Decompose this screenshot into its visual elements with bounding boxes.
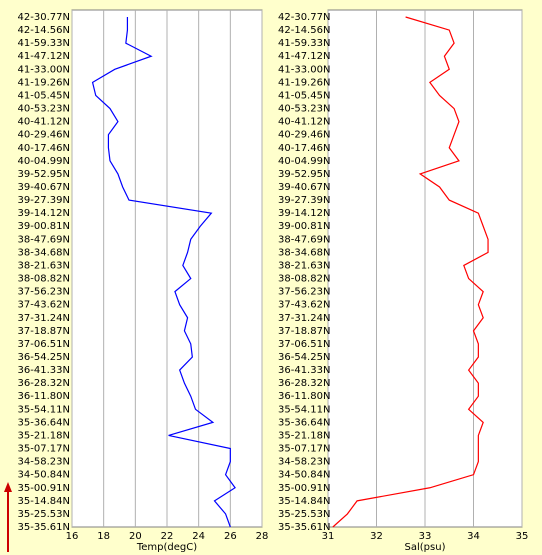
x-tick-label: 28 xyxy=(256,531,269,542)
y-tick-label: 35-54.11N xyxy=(278,404,330,415)
y-tick-label: 35-25.53N xyxy=(18,509,70,520)
y-tick-label: 41-05.45N xyxy=(18,90,70,101)
y-tick-label: 42-14.56N xyxy=(278,25,330,36)
x-tick-label: 31 xyxy=(322,531,335,542)
y-tick-label: 40-53.23N xyxy=(278,104,330,115)
y-tick-label: 37-18.87N xyxy=(18,326,70,337)
x-tick-label: 26 xyxy=(224,531,237,542)
x-axis-title: Temp(degC) xyxy=(136,542,197,553)
data-line xyxy=(91,17,236,528)
y-tick-label: 35-14.84N xyxy=(18,496,70,507)
y-tick-label: 35-00.91N xyxy=(18,483,70,494)
y-tick-label: 35-36.64N xyxy=(278,417,330,428)
y-tick-label: 36-41.33N xyxy=(278,365,330,376)
y-tick-label: 37-56.23N xyxy=(278,287,330,298)
y-tick-label: 36-28.32N xyxy=(278,378,330,389)
y-tick-label: 35-07.17N xyxy=(278,444,330,455)
y-tick-label: 40-04.99N xyxy=(18,156,70,167)
y-tick-label: 35-21.18N xyxy=(278,430,330,441)
x-tick-label: 35 xyxy=(516,531,529,542)
y-tick-label: 40-04.99N xyxy=(278,156,330,167)
y-tick-label: 41-59.33N xyxy=(18,38,70,49)
y-tick-label: 41-19.26N xyxy=(18,77,70,88)
data-line xyxy=(332,16,489,528)
x-tick-label: 33 xyxy=(419,531,432,542)
y-tick-label: 38-21.63N xyxy=(278,260,330,271)
y-tick-label: 41-47.12N xyxy=(278,51,330,62)
y-tick-label: 37-43.62N xyxy=(18,300,70,311)
y-tick-label: 34-50.84N xyxy=(278,470,330,481)
y-tick-label: 39-52.95N xyxy=(18,169,70,180)
y-tick-label: 40-29.46N xyxy=(18,130,70,141)
y-tick-label: 39-14.12N xyxy=(278,208,330,219)
y-tick-label: 36-54.25N xyxy=(278,352,330,363)
y-tick-label: 38-34.68N xyxy=(278,247,330,258)
y-tick-label: 37-06.51N xyxy=(278,339,330,350)
y-tick-label: 37-31.24N xyxy=(18,313,70,324)
y-tick-label: 37-56.23N xyxy=(18,287,70,298)
y-tick-label: 39-40.67N xyxy=(278,182,330,193)
y-tick-label: 41-33.00N xyxy=(18,64,70,75)
y-tick-label: 39-40.67N xyxy=(18,182,70,193)
y-tick-label: 38-08.82N xyxy=(278,274,330,285)
y-tick-label: 36-54.25N xyxy=(18,352,70,363)
y-tick-label: 36-41.33N xyxy=(18,365,70,376)
y-tick-label: 42-30.77N xyxy=(278,12,330,23)
y-tick-label: 42-30.77N xyxy=(18,12,70,23)
y-tick-label: 36-28.32N xyxy=(18,378,70,389)
y-tick-label: 35-21.18N xyxy=(18,430,70,441)
y-tick-label: 36-11.80N xyxy=(278,391,330,402)
y-tick-label: 34-58.23N xyxy=(18,457,70,468)
y-tick-label: 37-06.51N xyxy=(18,339,70,350)
y-tick-label: 41-33.00N xyxy=(278,64,330,75)
y-tick-label: 35-14.84N xyxy=(278,496,330,507)
y-tick-label: 37-18.87N xyxy=(278,326,330,337)
x-axis-title: Sal(psu) xyxy=(405,542,446,553)
y-tick-label: 35-00.91N xyxy=(278,483,330,494)
y-tick-label: 42-14.56N xyxy=(18,25,70,36)
y-tick-label: 40-53.23N xyxy=(18,104,70,115)
y-tick-label: 34-50.84N xyxy=(18,470,70,481)
y-tick-label: 41-05.45N xyxy=(278,90,330,101)
y-tick-label: 40-29.46N xyxy=(278,130,330,141)
y-tick-label: 39-27.39N xyxy=(278,195,330,206)
y-tick-label: 35-35.61N xyxy=(18,522,70,533)
x-tick-label: 34 xyxy=(467,531,480,542)
y-tick-label: 40-41.12N xyxy=(18,117,70,128)
y-tick-label: 38-21.63N xyxy=(18,260,70,271)
y-tick-label: 37-31.24N xyxy=(278,313,330,324)
y-tick-label: 38-47.69N xyxy=(18,234,70,245)
y-tick-label: 35-36.64N xyxy=(18,417,70,428)
x-tick-label: 18 xyxy=(97,531,110,542)
y-tick-label: 35-35.61N xyxy=(278,522,330,533)
y-tick-label: 37-43.62N xyxy=(278,300,330,311)
x-tick-label: 24 xyxy=(192,531,205,542)
direction-arrow-head xyxy=(4,482,12,492)
y-tick-label: 39-52.95N xyxy=(278,169,330,180)
y-tick-label: 34-58.23N xyxy=(278,457,330,468)
y-tick-label: 41-59.33N xyxy=(278,38,330,49)
y-tick-label: 38-34.68N xyxy=(18,247,70,258)
y-tick-label: 41-19.26N xyxy=(278,77,330,88)
y-tick-label: 35-25.53N xyxy=(278,509,330,520)
y-tick-label: 40-17.46N xyxy=(278,143,330,154)
y-tick-label: 40-17.46N xyxy=(18,143,70,154)
y-tick-label: 39-00.81N xyxy=(18,221,70,232)
x-tick-label: 22 xyxy=(161,531,174,542)
y-tick-label: 41-47.12N xyxy=(18,51,70,62)
y-tick-label: 39-00.81N xyxy=(278,221,330,232)
y-tick-label: 36-11.80N xyxy=(18,391,70,402)
y-tick-label: 35-07.17N xyxy=(18,444,70,455)
x-tick-label: 20 xyxy=(129,531,142,542)
y-tick-label: 40-41.12N xyxy=(278,117,330,128)
x-tick-label: 16 xyxy=(66,531,79,542)
y-tick-label: 35-54.11N xyxy=(18,404,70,415)
x-tick-label: 32 xyxy=(370,531,383,542)
y-tick-label: 38-08.82N xyxy=(18,274,70,285)
y-tick-label: 38-47.69N xyxy=(278,234,330,245)
y-tick-label: 39-27.39N xyxy=(18,195,70,206)
y-tick-label: 39-14.12N xyxy=(18,208,70,219)
